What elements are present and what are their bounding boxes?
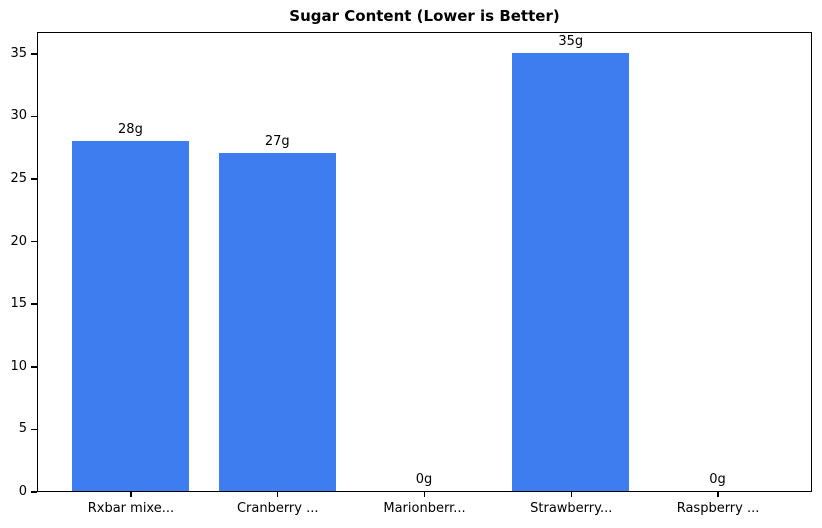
y-tick-label: 5 [18, 421, 27, 437]
x-tick-mark [570, 492, 573, 497]
y-tick-mark [31, 491, 37, 493]
x-tick-mark [130, 492, 132, 497]
x-tick-mark [717, 492, 719, 497]
y-tick-label: 25 [10, 171, 27, 187]
y-tick-mark [31, 428, 37, 431]
bar-value-label: 0g [709, 472, 726, 487]
y-tick-mark [31, 115, 37, 118]
bar [512, 52, 630, 491]
plot-area: 28g 27g 0g 35g 0g [37, 32, 812, 492]
x-tick-label: Cranberry ... [236, 501, 319, 516]
x-tick-label: Strawberry... [530, 501, 613, 516]
y-tick-label: 20 [10, 233, 27, 249]
x-tick-mark [276, 492, 279, 497]
bar-value-label: 28g [118, 121, 143, 137]
y-tick-mark [31, 240, 37, 243]
y-tick-mark [31, 178, 37, 180]
y-tick-mark [31, 303, 37, 305]
y-tick-label: 35 [10, 45, 27, 61]
x-tick-label: Rxbar mixe... [87, 501, 175, 516]
y-tick-label: 0 [18, 484, 27, 499]
x-tick-mark [423, 492, 426, 497]
x-tick-label: Raspberry ... [676, 501, 760, 516]
bar [218, 153, 336, 491]
bar-value-label: 27g [264, 134, 290, 150]
chart-title: Sugar Content (Lower is Better) [289, 7, 560, 25]
x-tick-label: Marionberr... [383, 501, 466, 516]
y-tick-label: 30 [10, 108, 27, 124]
bar [71, 140, 189, 491]
y-tick-label: 10 [10, 358, 27, 374]
y-tick-mark [31, 53, 37, 55]
bar-value-label: 0g [415, 472, 433, 487]
y-tick-mark [31, 366, 37, 368]
bar-value-label: 35g [558, 33, 584, 49]
y-tick-label: 15 [10, 296, 27, 312]
